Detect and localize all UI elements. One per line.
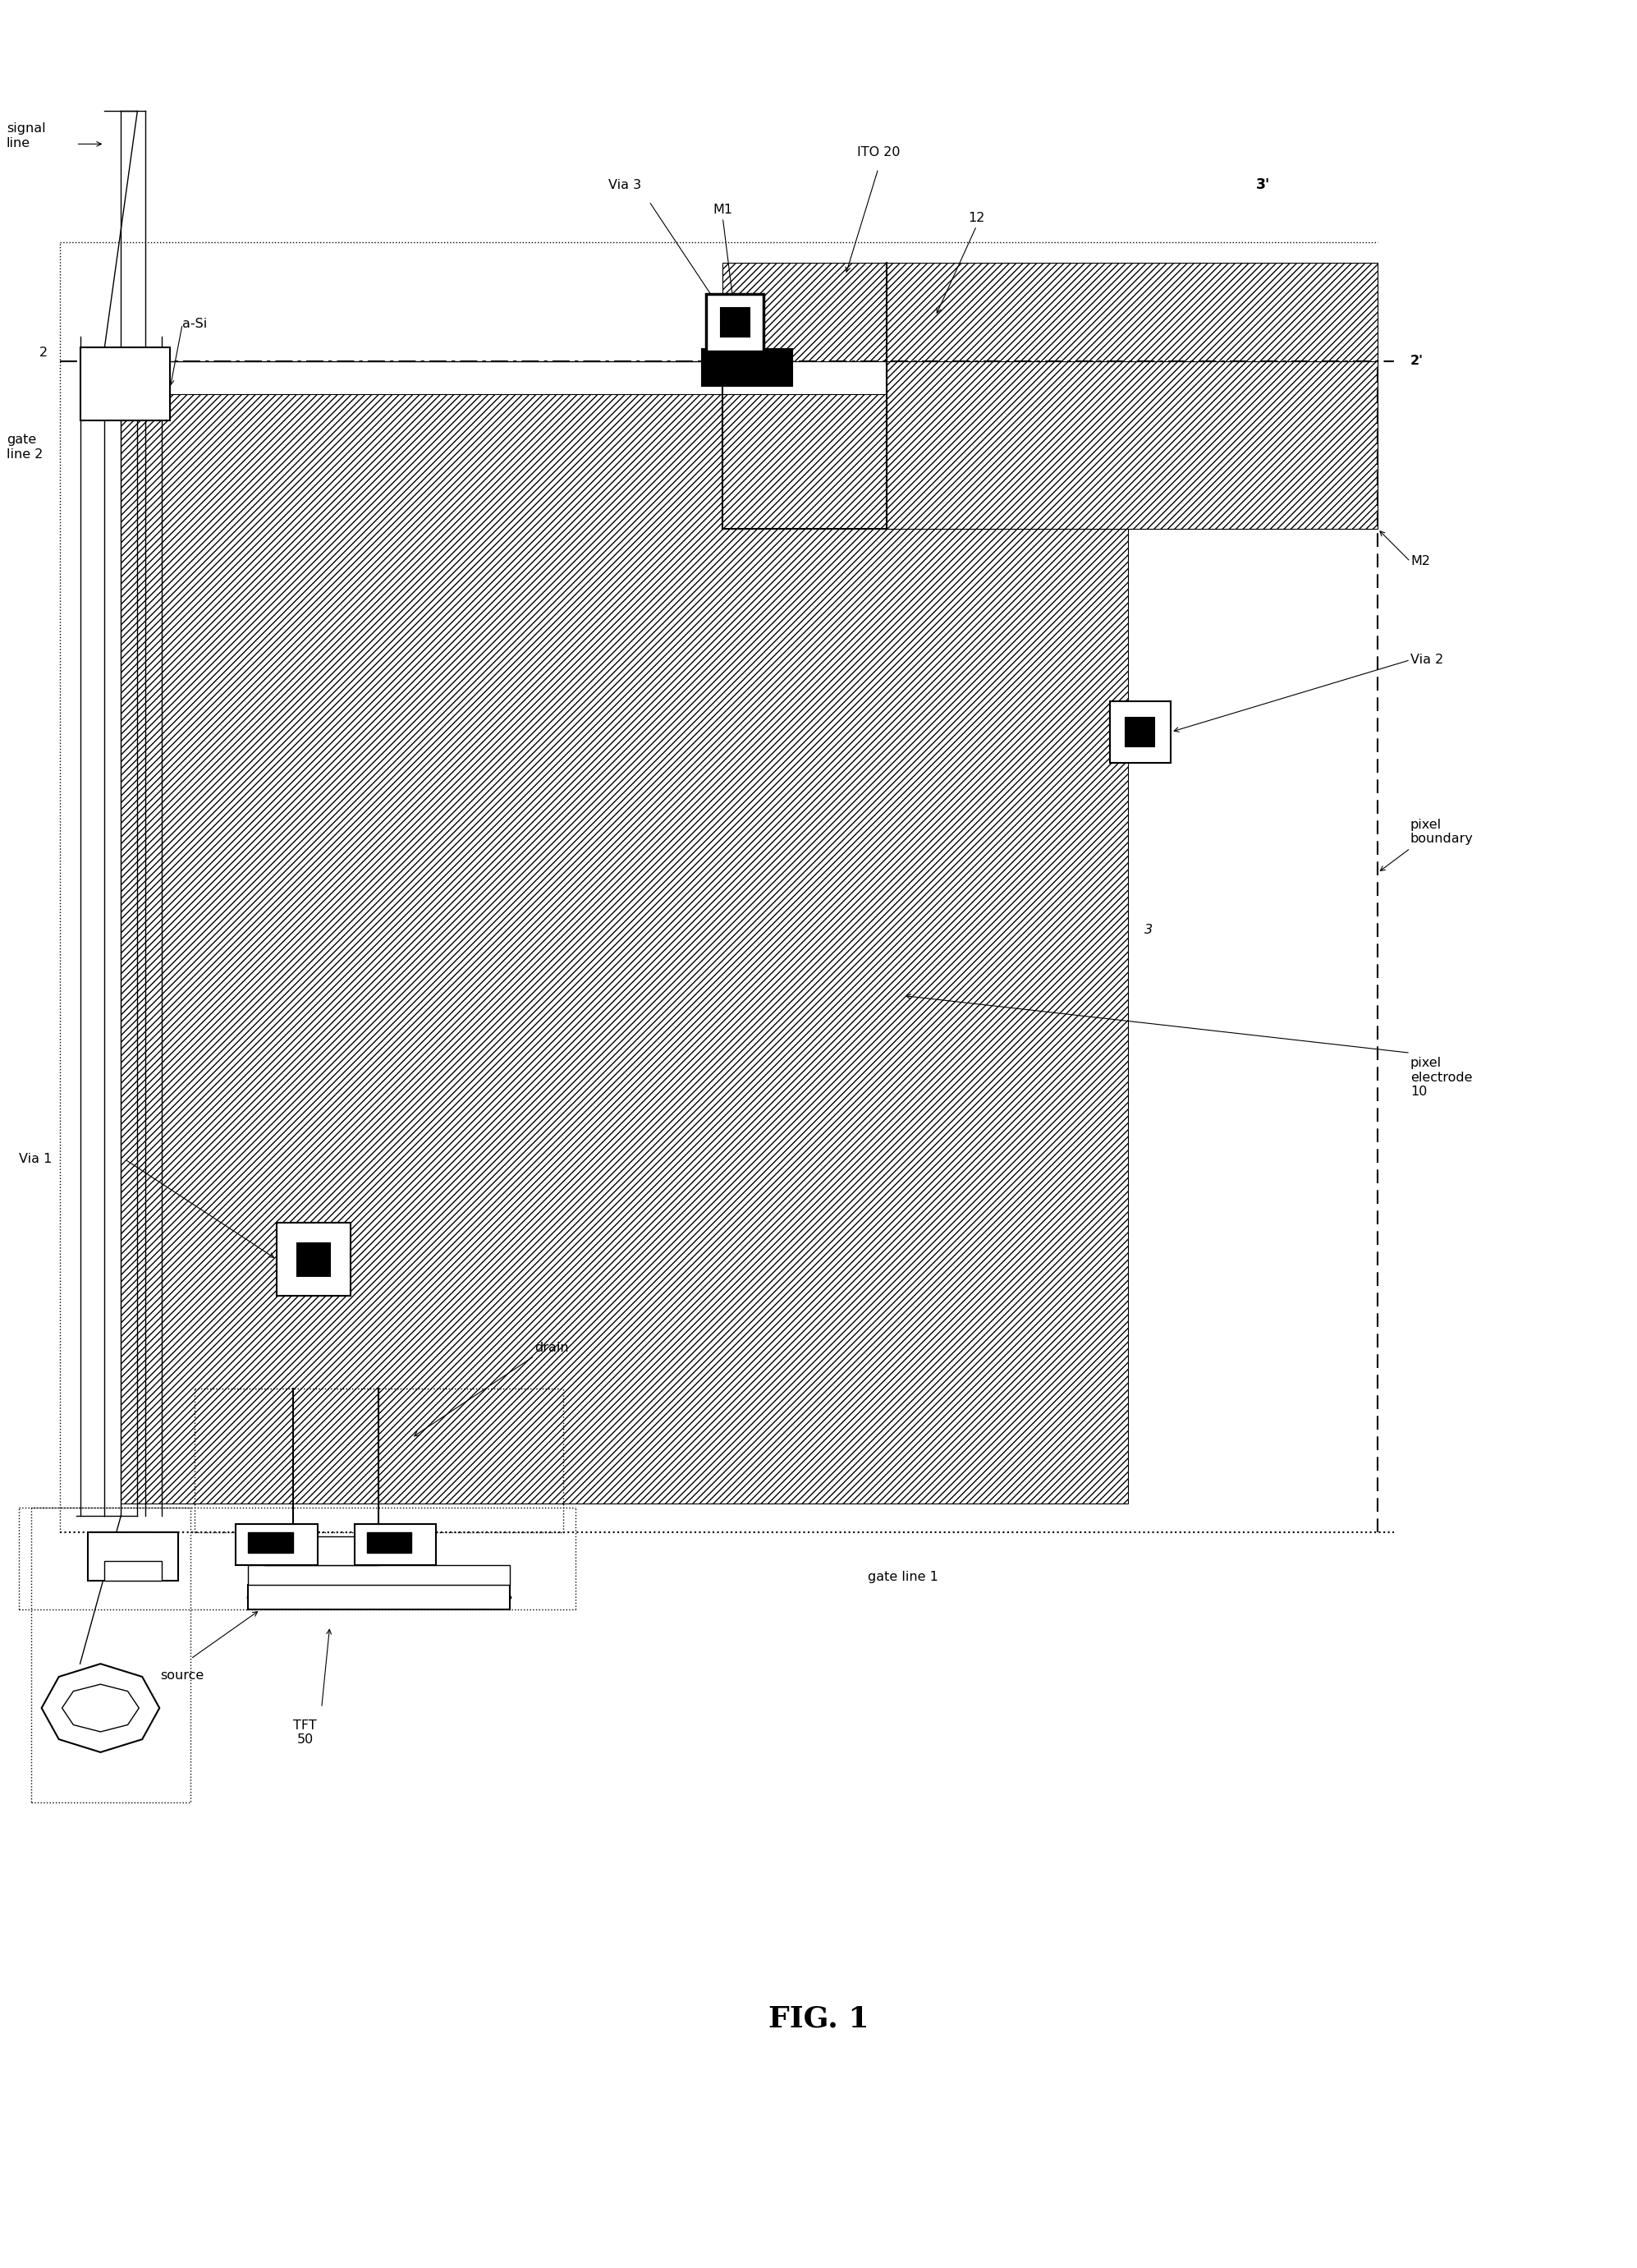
Bar xyxy=(121,395,1128,1504)
Bar xyxy=(105,1560,162,1581)
Polygon shape xyxy=(41,1665,159,1753)
Bar xyxy=(706,295,763,352)
Text: Via 1: Via 1 xyxy=(18,1152,52,1166)
Text: gate line 1: gate line 1 xyxy=(868,1572,938,1583)
Text: drain: drain xyxy=(534,1343,568,1354)
Bar xyxy=(354,1524,435,1565)
Text: 2': 2' xyxy=(1411,354,1424,367)
Text: pixel
boundary: pixel boundary xyxy=(1411,819,1473,846)
Text: M2: M2 xyxy=(1411,556,1431,567)
Bar xyxy=(296,1243,329,1275)
Bar xyxy=(722,263,1378,361)
Bar xyxy=(236,1524,318,1565)
Bar xyxy=(264,1535,378,1565)
Polygon shape xyxy=(62,1685,139,1733)
Text: TFT
50: TFT 50 xyxy=(293,1719,318,1746)
Text: Via 3: Via 3 xyxy=(607,179,642,191)
Bar xyxy=(277,1222,350,1295)
Text: a-Si: a-Si xyxy=(182,318,208,331)
Text: 12: 12 xyxy=(967,211,985,225)
Text: ITO 20: ITO 20 xyxy=(856,145,900,159)
Bar xyxy=(720,308,750,338)
Bar xyxy=(247,1565,509,1585)
Text: 2: 2 xyxy=(39,347,47,358)
Bar xyxy=(887,361,1378,528)
Text: source: source xyxy=(160,1669,205,1681)
Bar xyxy=(367,1531,411,1551)
Text: FIG. 1: FIG. 1 xyxy=(768,2005,869,2032)
Text: Via 2: Via 2 xyxy=(1411,653,1444,667)
Bar xyxy=(88,1531,178,1581)
Bar xyxy=(1110,701,1170,762)
Text: pixel
electrode
10: pixel electrode 10 xyxy=(1411,1057,1472,1098)
Text: 3: 3 xyxy=(1144,923,1152,937)
Bar xyxy=(247,1585,509,1610)
Bar xyxy=(80,347,170,422)
Bar xyxy=(247,1531,293,1551)
Bar xyxy=(1126,717,1154,746)
Text: 3': 3' xyxy=(1256,177,1270,193)
Text: M1: M1 xyxy=(712,204,733,215)
Text: signal
line: signal line xyxy=(7,122,46,150)
Bar xyxy=(702,349,792,386)
Text: gate
line 2: gate line 2 xyxy=(7,433,43,460)
